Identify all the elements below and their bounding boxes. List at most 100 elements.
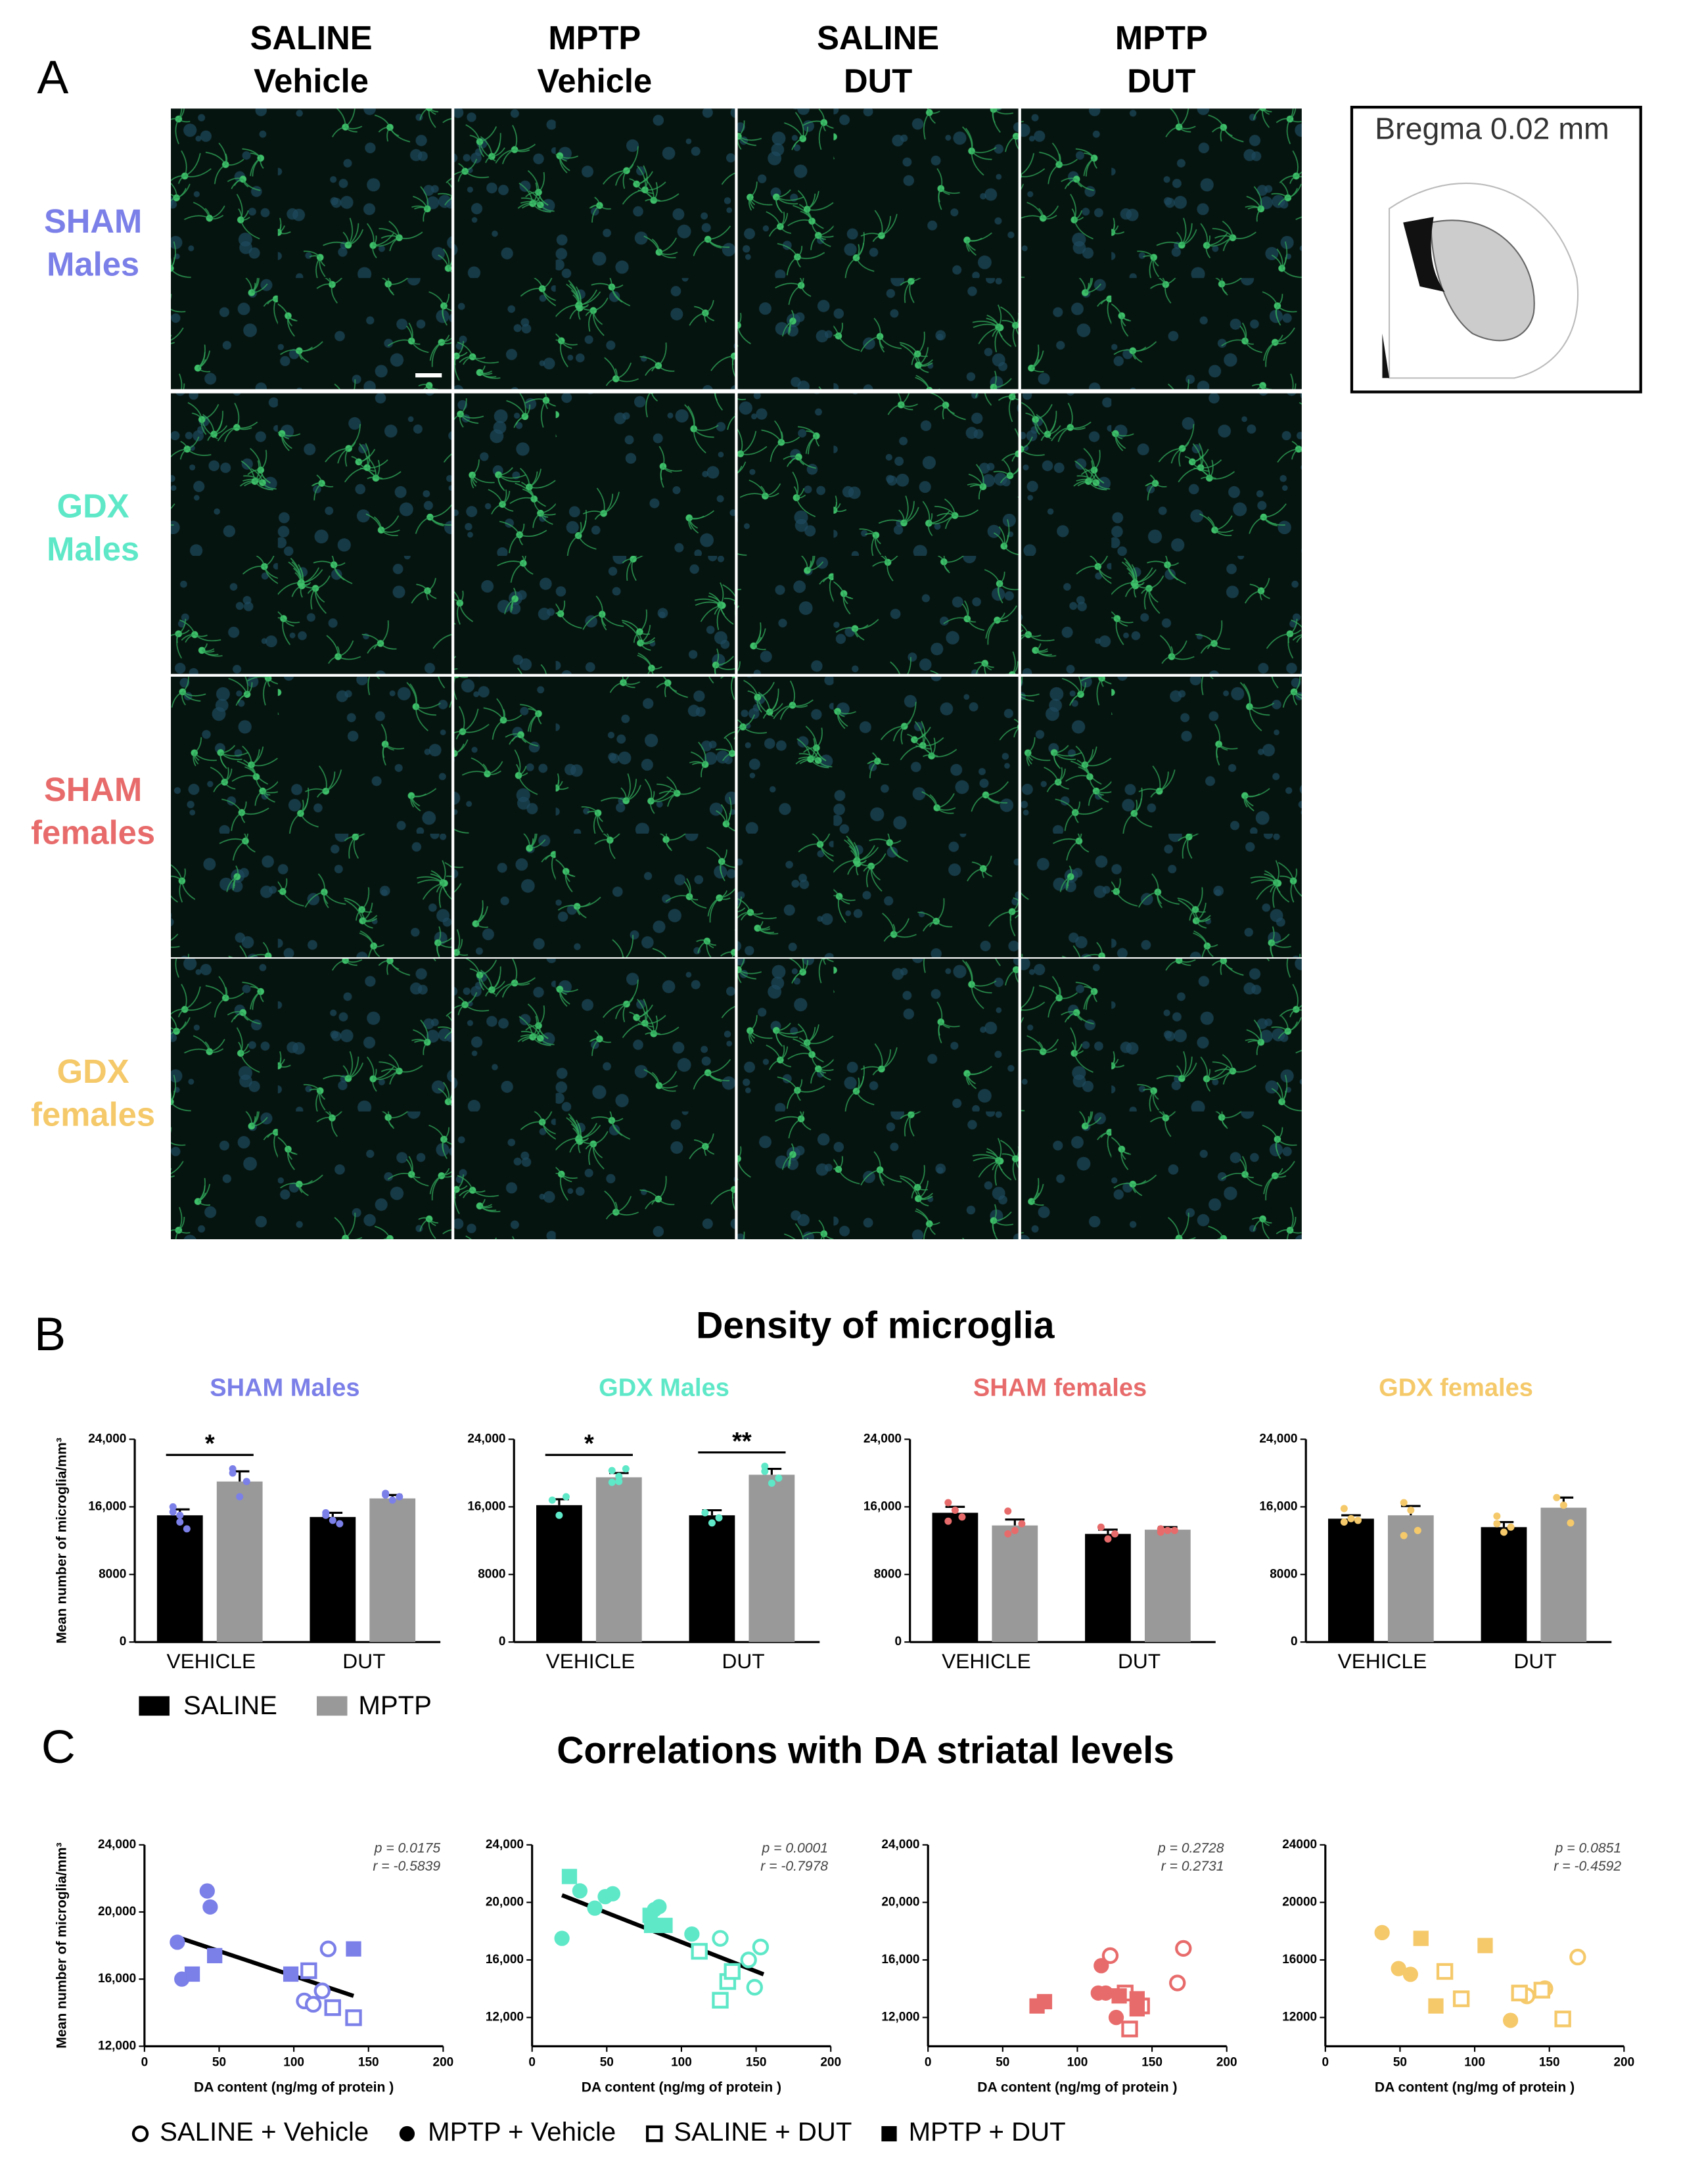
data-point <box>958 1513 966 1521</box>
micrograph <box>1021 676 1302 957</box>
data-point <box>1407 1507 1415 1514</box>
row-label: SHAM <box>44 771 142 808</box>
x-tick-label: 100 <box>283 2056 304 2070</box>
data-point <box>242 1478 250 1486</box>
data-point <box>1402 1967 1418 1982</box>
chart-title: GDX Males <box>599 1374 729 1401</box>
x-axis-label: DA content (ng/mg of protein ) <box>582 2080 781 2095</box>
data-point <box>643 1917 660 1934</box>
data-point <box>169 1508 177 1516</box>
legend-label: MPTP <box>358 1691 432 1720</box>
micrograph <box>1021 108 1302 390</box>
row-label: females <box>31 1095 155 1133</box>
data-point <box>229 1465 237 1473</box>
data-point <box>944 1499 952 1507</box>
bar <box>1144 1530 1191 1643</box>
data-point <box>615 1472 623 1480</box>
data-point <box>761 1463 769 1470</box>
y-tick-label: 8000 <box>874 1567 902 1581</box>
y-tick-label: 12,000 <box>98 2039 136 2053</box>
legend-marker <box>881 2126 897 2142</box>
data-point <box>1097 1523 1105 1531</box>
legend-label: SALINE + DUT <box>674 2117 852 2147</box>
y-tick-label: 20000 <box>1282 1895 1317 1909</box>
legend-label: SALINE + Vehicle <box>160 2117 369 2147</box>
data-point <box>324 1999 341 2016</box>
data-point <box>1413 1930 1429 1946</box>
x-tick-label: 200 <box>433 2056 454 2070</box>
x-tick-label: 0 <box>528 2056 536 2070</box>
legend-swatch <box>139 1696 170 1716</box>
micrograph <box>171 959 452 1240</box>
data-point <box>1507 1523 1515 1531</box>
bar <box>1328 1518 1374 1643</box>
bregma-inset: Bregma 0.02 mm <box>1350 106 1642 394</box>
bar <box>1387 1515 1434 1643</box>
y-tick-label: 24,000 <box>467 1432 505 1446</box>
bar <box>216 1481 263 1643</box>
panel-label: C <box>41 1721 76 1773</box>
significance-label: * <box>584 1430 594 1458</box>
data-point <box>1428 1998 1444 2014</box>
data-point <box>587 1900 603 1916</box>
data-point <box>176 1511 184 1519</box>
data-point <box>199 1883 215 1899</box>
y-tick-label: 24,000 <box>88 1432 126 1446</box>
data-point <box>1559 1501 1567 1509</box>
stat-label: p = 0.0001 <box>762 1841 828 1856</box>
data-point <box>1108 2009 1124 2026</box>
data-point <box>712 1930 729 1947</box>
y-tick-label: 24,000 <box>881 1838 919 1852</box>
x-tick-label: VEHICLE <box>1338 1649 1427 1673</box>
column-header: MPTP <box>1115 19 1208 57</box>
y-tick-label: 8000 <box>478 1567 505 1581</box>
data-point <box>1340 1518 1348 1526</box>
data-point <box>382 1490 390 1497</box>
significance-label: ** <box>732 1428 752 1455</box>
legend-marker <box>131 2125 149 2143</box>
column-header: Vehicle <box>254 62 369 100</box>
data-point <box>1129 2001 1145 2017</box>
y-tick-label: 20,000 <box>486 1895 524 1909</box>
micrograph <box>454 393 735 674</box>
data-point <box>1477 1938 1493 1953</box>
x-tick-label: 0 <box>1322 2056 1329 2070</box>
x-tick-label: DUT <box>1513 1649 1556 1673</box>
ventricle-low <box>1382 333 1390 378</box>
data-point <box>554 1930 570 1946</box>
y-tick-label: 0 <box>1291 1635 1298 1649</box>
data-point <box>740 1951 757 1968</box>
y-tick-label: 8000 <box>99 1567 126 1581</box>
y-axis-label: Mean number of microglia/mm³ <box>55 1438 70 1643</box>
data-point <box>1502 2013 1519 2028</box>
micrograph <box>171 108 452 390</box>
data-point <box>396 1493 403 1501</box>
bar <box>992 1525 1038 1643</box>
data-point <box>622 1465 630 1473</box>
x-tick-label: 0 <box>141 2056 149 2070</box>
data-point <box>1011 1526 1019 1534</box>
data-point <box>207 1947 223 1964</box>
bar <box>369 1498 416 1643</box>
data-point <box>1157 1528 1164 1536</box>
data-point <box>1553 1493 1561 1501</box>
y-tick-label: 12,000 <box>881 2011 919 2024</box>
x-tick-label: 150 <box>746 2056 767 2070</box>
data-point <box>319 1940 337 1957</box>
x-tick-label: 150 <box>358 2056 379 2070</box>
data-point <box>561 1869 578 1884</box>
bar <box>536 1505 582 1643</box>
legend-label: MPTP + Vehicle <box>428 2117 616 2147</box>
data-point <box>1511 1984 1528 2002</box>
data-point <box>1414 1526 1421 1534</box>
data-point <box>202 1899 218 1915</box>
data-point <box>746 1978 763 1996</box>
stat-label: r = -0.4592 <box>1554 1859 1621 1874</box>
column-header: MPTP <box>548 19 641 57</box>
data-point <box>1569 1948 1586 1966</box>
data-point <box>1500 1528 1508 1536</box>
x-tick-label: 200 <box>820 2056 841 2070</box>
micrograph <box>737 676 1019 957</box>
data-point <box>336 1520 344 1528</box>
y-tick-label: 12000 <box>1282 2011 1317 2024</box>
